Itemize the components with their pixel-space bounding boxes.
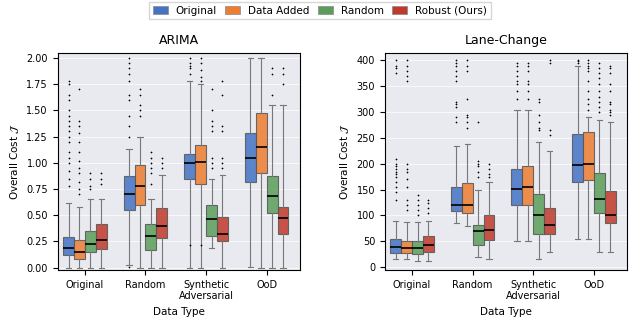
PathPatch shape — [594, 173, 605, 213]
PathPatch shape — [217, 217, 228, 241]
Title: Lane-Change: Lane-Change — [465, 34, 547, 47]
PathPatch shape — [245, 134, 256, 182]
PathPatch shape — [473, 225, 484, 245]
PathPatch shape — [85, 231, 96, 252]
PathPatch shape — [451, 187, 462, 211]
PathPatch shape — [267, 176, 278, 213]
PathPatch shape — [256, 114, 267, 173]
PathPatch shape — [74, 240, 85, 259]
PathPatch shape — [423, 236, 434, 252]
PathPatch shape — [96, 224, 107, 249]
PathPatch shape — [134, 165, 145, 205]
X-axis label: Data Type: Data Type — [480, 307, 532, 316]
PathPatch shape — [145, 224, 156, 250]
PathPatch shape — [572, 134, 583, 182]
PathPatch shape — [484, 215, 495, 240]
Y-axis label: Overall Cost $\mathcal{J}$: Overall Cost $\mathcal{J}$ — [8, 123, 20, 200]
PathPatch shape — [401, 241, 412, 253]
PathPatch shape — [533, 194, 544, 234]
PathPatch shape — [583, 132, 594, 180]
Y-axis label: Overall Cost $\mathcal{J}$: Overall Cost $\mathcal{J}$ — [338, 123, 351, 200]
PathPatch shape — [412, 241, 423, 254]
PathPatch shape — [390, 239, 401, 253]
Title: ARIMA: ARIMA — [159, 34, 199, 47]
PathPatch shape — [605, 191, 616, 223]
PathPatch shape — [522, 166, 533, 205]
PathPatch shape — [206, 205, 217, 236]
PathPatch shape — [511, 169, 522, 205]
PathPatch shape — [63, 237, 74, 255]
Legend: Original, Data Added, Random, Robust (Ours): Original, Data Added, Random, Robust (Ou… — [149, 2, 491, 19]
PathPatch shape — [156, 208, 167, 238]
PathPatch shape — [544, 208, 555, 234]
PathPatch shape — [124, 176, 134, 210]
PathPatch shape — [195, 145, 206, 184]
PathPatch shape — [184, 154, 195, 179]
X-axis label: Data Type: Data Type — [153, 307, 205, 316]
PathPatch shape — [278, 207, 289, 234]
PathPatch shape — [462, 184, 473, 213]
